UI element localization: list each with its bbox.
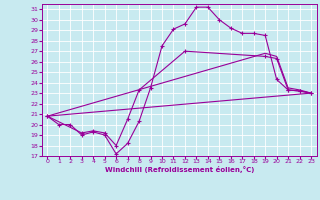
X-axis label: Windchill (Refroidissement éolien,°C): Windchill (Refroidissement éolien,°C): [105, 166, 254, 173]
